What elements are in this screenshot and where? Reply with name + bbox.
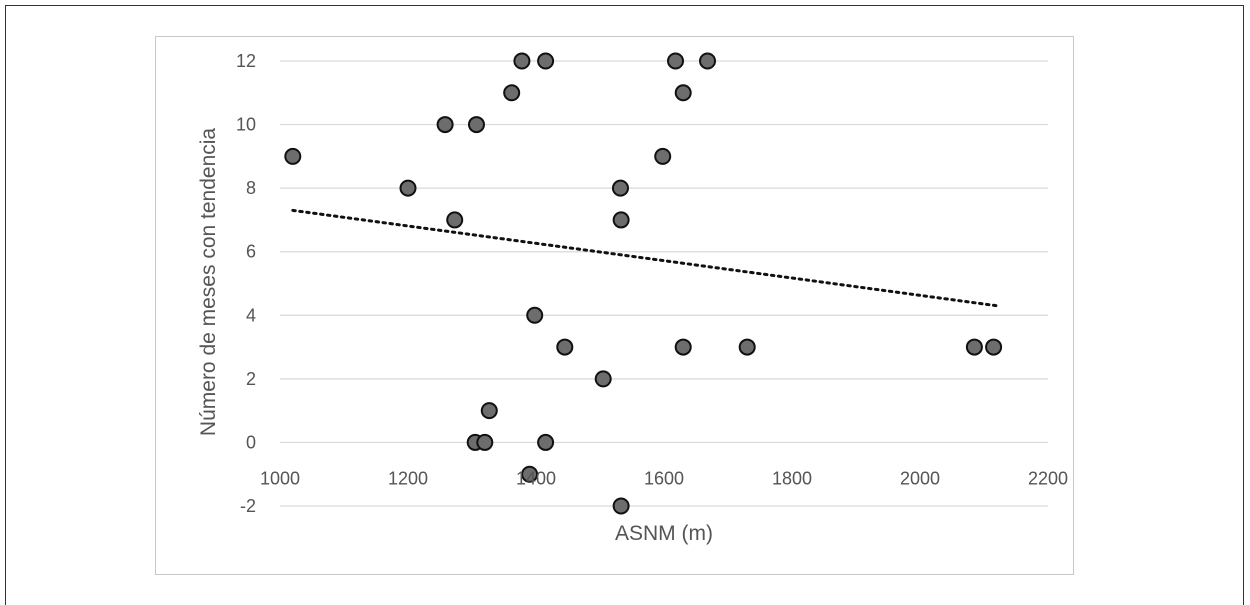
data-point <box>738 338 756 356</box>
data-point <box>612 497 630 515</box>
figure-frame <box>5 5 1244 605</box>
y-tick-label: 0 <box>246 432 256 452</box>
data-point <box>699 52 717 70</box>
y-tick-labels: 12 10 8 6 4 2 0 -2 <box>236 51 256 516</box>
y-tick-label: 6 <box>246 242 256 262</box>
x-tick-label: 2000 <box>900 468 940 488</box>
data-point <box>526 306 544 324</box>
chart-area <box>155 36 1074 575</box>
y-tick-label: -2 <box>240 496 256 516</box>
y-tick-label: 4 <box>246 305 256 325</box>
x-tick-label: 1800 <box>772 468 812 488</box>
data-point <box>446 211 464 229</box>
data-point <box>965 338 983 356</box>
x-tick-label: 1000 <box>260 468 300 488</box>
y-axis-title: Número de meses con tendencia <box>197 128 220 436</box>
data-point <box>594 370 612 388</box>
data-point <box>513 52 531 70</box>
data-point <box>674 338 692 356</box>
data-point <box>654 147 672 165</box>
data-point <box>467 116 485 134</box>
data-point <box>480 402 498 420</box>
data-point <box>476 433 494 451</box>
data-point <box>611 179 629 197</box>
data-point <box>674 84 692 102</box>
y-tick-label: 2 <box>246 369 256 389</box>
data-point <box>985 338 1003 356</box>
data-point <box>503 84 521 102</box>
x-tick-label: 1600 <box>644 468 684 488</box>
y-tick-label: 8 <box>246 178 256 198</box>
data-point <box>399 179 417 197</box>
data-point <box>667 52 685 70</box>
data-point <box>537 433 555 451</box>
x-axis-title: ASNM (m) <box>615 522 713 545</box>
points-group <box>284 52 1003 515</box>
x-tick-label: 2200 <box>1028 468 1068 488</box>
x-tick-labels: 1000 1200 1400 1600 1800 2000 2200 <box>260 468 1068 488</box>
y-tick-label: 10 <box>236 115 256 135</box>
trendline-group <box>291 208 999 308</box>
y-tick-label: 12 <box>236 51 256 71</box>
data-point <box>521 465 539 483</box>
data-point <box>556 338 574 356</box>
trendline <box>291 208 999 308</box>
data-point <box>612 211 630 229</box>
gridlines <box>280 60 1048 507</box>
data-point <box>436 116 454 134</box>
x-tick-label: 1200 <box>388 468 428 488</box>
data-point <box>284 147 302 165</box>
x-tick-label: 1400 <box>516 468 556 488</box>
data-point <box>537 52 555 70</box>
